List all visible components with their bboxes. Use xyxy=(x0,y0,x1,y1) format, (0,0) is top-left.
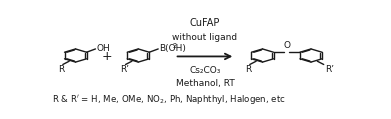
Text: O: O xyxy=(283,41,290,50)
Text: +: + xyxy=(101,50,112,63)
Text: CuFAP: CuFAP xyxy=(190,18,220,28)
Text: R: R xyxy=(59,65,65,74)
Text: R & R$'$ = H, Me, OMe, NO$_2$, Ph, Naphthyl, Halogen, etc: R & R$'$ = H, Me, OMe, NO$_2$, Ph, Napht… xyxy=(52,93,286,106)
Text: Methanol, RT: Methanol, RT xyxy=(176,79,234,88)
Text: B(OH): B(OH) xyxy=(160,44,186,52)
Text: R’: R’ xyxy=(120,65,129,74)
Text: without ligand: without ligand xyxy=(172,33,237,42)
Text: OH: OH xyxy=(97,44,111,52)
Text: 2: 2 xyxy=(172,43,177,49)
Text: R: R xyxy=(246,65,252,74)
Text: Cs₂CO₃: Cs₂CO₃ xyxy=(189,66,221,75)
Text: R’: R’ xyxy=(325,65,334,74)
